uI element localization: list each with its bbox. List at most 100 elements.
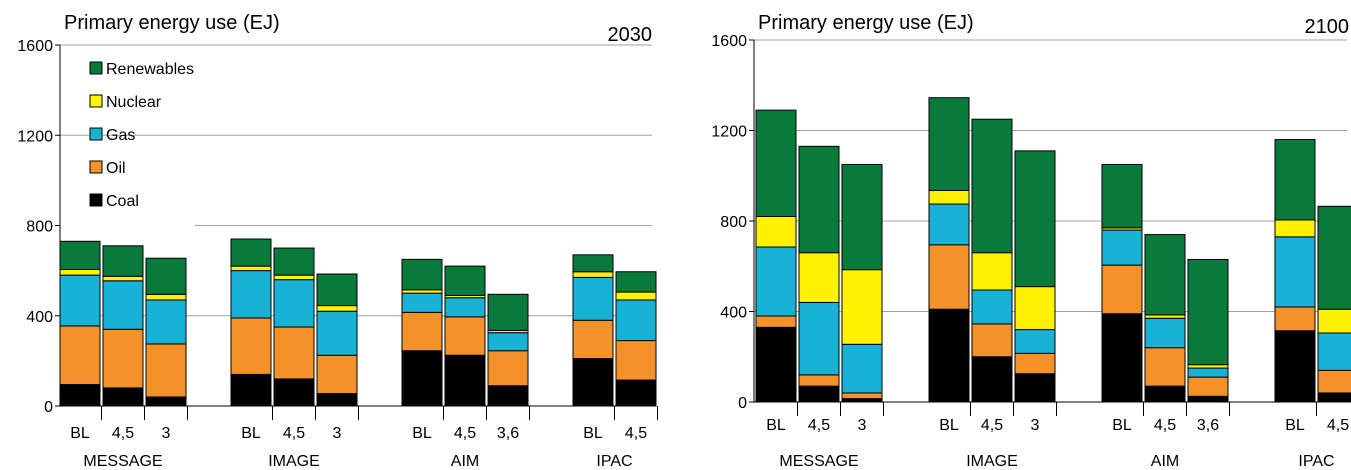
chart1-bar-ipac-gas <box>572 276 614 321</box>
chart2-bar-aim-renewables <box>1101 163 1143 229</box>
chart1-bar-label: 4,5 <box>625 425 647 442</box>
chart2-bar-aim-oil <box>1187 376 1229 397</box>
chart2-title: Primary energy use (EJ) <box>758 12 974 34</box>
chart2-bar-image-gas <box>1014 329 1056 354</box>
legend-label-coal: Coal <box>106 193 139 210</box>
chart2-bar-ipac-renewables <box>1317 205 1351 310</box>
chart1-bar-message-gas <box>59 274 101 327</box>
chart1-bar-label: BL <box>412 425 432 442</box>
chart2-bar-message-renewables <box>798 145 840 254</box>
chart2-bar-aim-coal <box>1144 385 1186 403</box>
chart1-group-label: AIM <box>451 453 479 470</box>
chart1-bar-aim-oil <box>401 311 443 352</box>
chart2-bar-image-gas <box>928 203 970 246</box>
chart2-bar-message-oil <box>755 315 797 328</box>
chart1-bar-aim-renewables <box>401 258 443 291</box>
chart2-bar-message-nuclear <box>755 215 797 248</box>
chart1-bar-label: 4,5 <box>112 425 134 442</box>
chart1-bar-message-gas <box>102 280 144 330</box>
chart1-bar-message-coal <box>145 396 187 407</box>
chart2-bar-aim-coal <box>1187 395 1229 403</box>
legend-swatch-coal <box>89 193 103 207</box>
chart1-ytick-label: 400 <box>26 309 53 326</box>
chart2-bar-image-coal <box>971 356 1013 403</box>
chart2-bar-message-renewables <box>755 109 797 217</box>
chart2-ytick-label: 800 <box>720 214 747 231</box>
chart2-bar-label: BL <box>1112 417 1132 434</box>
chart2-bar-message-oil <box>841 392 883 400</box>
chart1-bar-label: BL <box>70 425 90 442</box>
chart1-ytick-label: 0 <box>44 399 53 416</box>
chart2-bar-aim-gas <box>1187 367 1229 378</box>
chart2-bar-aim-coal <box>1101 313 1143 403</box>
chart2-bar-label: 3 <box>858 417 867 434</box>
chart1-bar-image-gas <box>316 310 358 356</box>
chart2-group-label: MESSAGE <box>779 453 858 470</box>
chart1-bar-aim-coal <box>401 350 443 407</box>
chart2-bar-image-oil <box>1014 352 1056 375</box>
chart1-bar-ipac-gas <box>615 299 657 342</box>
chart2-bar-message-oil <box>798 374 840 387</box>
chart2-bar-image-oil <box>971 323 1013 358</box>
legend-swatch-gas <box>89 127 103 141</box>
chart1-bar-label: 4,5 <box>454 425 476 442</box>
legend-label-oil: Oil <box>106 160 126 177</box>
chart1-bar-image-nuclear <box>316 305 358 312</box>
chart1-bar-label: 4,5 <box>283 425 305 442</box>
chart2-bar-label: BL <box>939 417 959 434</box>
chart1-bar-message-gas <box>145 299 187 345</box>
chart2-ytick-label: 1200 <box>711 124 747 141</box>
chart2-bar-ipac-coal <box>1274 330 1316 403</box>
chart2-ytick-label: 0 <box>738 395 747 412</box>
chart2-bar-aim-gas <box>1144 317 1186 349</box>
chart2-bar-label: 3,6 <box>1197 417 1219 434</box>
chart2-bar-ipac-oil <box>1317 369 1351 394</box>
chart1-bar-ipac-renewables <box>615 271 657 293</box>
chart2-bar-ipac-coal <box>1317 392 1351 403</box>
chart2-bar-label: 4,5 <box>808 417 830 434</box>
chart1-bar-image-gas <box>273 279 315 328</box>
chart1-bar-label: BL <box>583 425 603 442</box>
chart1-bar-aim-gas <box>444 297 486 318</box>
chart2-bar-ipac-gas <box>1274 236 1316 308</box>
legend-swatch-oil <box>89 160 103 174</box>
chart2-bar-message-gas <box>755 246 797 317</box>
chart2-bar-aim-renewables <box>1187 258 1229 366</box>
chart2-bar-aim-oil <box>1144 347 1186 387</box>
chart1-bar-ipac-coal <box>572 358 614 407</box>
chart1-bar-ipac-oil <box>615 340 657 381</box>
legend-label-gas: Gas <box>106 127 135 144</box>
chart1-group-label: IMAGE <box>268 453 320 470</box>
chart1-bar-message-coal <box>59 384 101 407</box>
chart1-bar-aim-coal <box>487 385 529 407</box>
chart1-bar-message-nuclear <box>59 268 101 276</box>
chart1-bar-message-coal <box>102 387 144 407</box>
chart1-bar-label: 3,6 <box>497 425 519 442</box>
chart2-bar-ipac-nuclear <box>1317 308 1351 334</box>
chart2-bar-ipac-oil <box>1274 306 1316 332</box>
chart2-bar-image-coal <box>928 308 970 403</box>
chart2-bar-image-renewables <box>1014 150 1056 288</box>
chart2-bar-message-gas <box>841 343 883 394</box>
chart2-bar-ipac-renewables <box>1274 139 1316 221</box>
legend-swatch-renewables <box>89 61 103 75</box>
chart2-bar-message-coal <box>841 398 883 403</box>
chart2-bar-message-coal <box>798 385 840 403</box>
chart1-bar-image-coal <box>316 393 358 407</box>
chart1-bar-ipac-nuclear <box>572 271 614 278</box>
chart1-bar-aim-gas <box>487 332 529 352</box>
chart1-bar-aim-nuclear <box>401 289 443 294</box>
chart1-bar-image-coal <box>273 378 315 407</box>
chart2-year-label: 2100 <box>1305 16 1350 38</box>
chart1-bar-label: 3 <box>333 425 342 442</box>
chart2-bar-message-nuclear <box>798 252 840 303</box>
chart1-bar-image-renewables <box>273 247 315 276</box>
chart2-bar-message-gas <box>798 301 840 376</box>
chart2-bar-label: 4,5 <box>1154 417 1176 434</box>
chart1-bar-image-gas <box>230 270 272 319</box>
chart1-bar-aim-oil <box>444 316 486 356</box>
chart1-group-label: IPAC <box>596 453 632 470</box>
chart2-bar-image-nuclear <box>1014 286 1056 331</box>
chart2-bar-aim-nuclear <box>1144 314 1186 319</box>
chart2-bar-image-nuclear <box>971 252 1013 291</box>
